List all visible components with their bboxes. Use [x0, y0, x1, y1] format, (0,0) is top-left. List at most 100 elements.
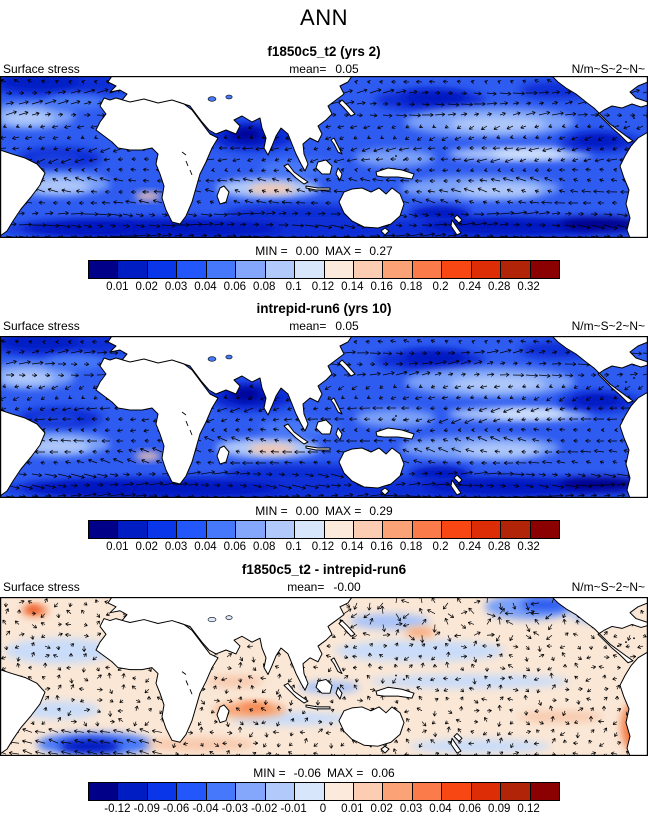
- colorbar-cell: [324, 521, 354, 538]
- max-label: MAX =: [326, 766, 364, 780]
- colorbar-cell: [118, 261, 148, 278]
- colorbar-tick-label: -0.03: [221, 803, 248, 815]
- colorbar-tick-label: 0.02: [135, 281, 158, 293]
- mean-value: -0.00: [333, 580, 361, 594]
- panel-title-case1: f1850c5_t2 (yrs 2): [267, 44, 381, 59]
- colorbar-cell: [295, 261, 325, 278]
- mean-readout: mean= 0.05: [289, 62, 358, 76]
- panel-case2: intrepid-run6 (yrs 10) Surface stress me…: [0, 301, 648, 554]
- colorbar-cell: [236, 783, 266, 800]
- colorbar-cell: [442, 783, 472, 800]
- colorbar-cell: [530, 261, 559, 278]
- colorbar-tick-label: 0.03: [164, 541, 188, 553]
- panel-info-row: Surface stress mean= 0.05 N/m~S~2~N~: [0, 319, 648, 333]
- colorbar-tick-label: 0.01: [106, 281, 129, 293]
- colorbar-cell: [383, 521, 413, 538]
- colorbar-cell: [471, 521, 502, 538]
- colorbar-cell: [501, 261, 531, 278]
- colorbar-tick-label: 0.32: [517, 541, 540, 553]
- max-value: 0.06: [371, 766, 395, 780]
- colorbar-tick-label: 0.02: [135, 541, 158, 553]
- min-value: -0.06: [293, 766, 321, 780]
- min-label: MIN =: [253, 766, 286, 780]
- min-label: MIN =: [255, 244, 288, 258]
- colorbar-cell: [412, 261, 443, 278]
- panel-info-row: Surface stress mean= 0.05 N/m~S~2~N~: [0, 62, 648, 76]
- colorbar-cell: [206, 521, 237, 538]
- colorbar-tick-label: 0.04: [429, 803, 452, 815]
- colorbar-tick-label: 0.03: [399, 803, 423, 815]
- colorbar-tick-label: 0.16: [370, 541, 393, 553]
- colorbar-tick-label: -0.02: [251, 803, 278, 815]
- colorbar-cell: [324, 261, 354, 278]
- colorbar-tick-label: 0.08: [253, 281, 276, 293]
- colorbar-cell: [412, 521, 443, 538]
- colorbar-cell: [353, 261, 384, 278]
- colorbar-cell: [501, 521, 531, 538]
- colorbar-cell: [265, 521, 296, 538]
- max-label: MAX =: [324, 244, 362, 258]
- variable-label: Surface stress: [3, 319, 80, 333]
- mean-readout: mean= -0.00: [287, 580, 360, 594]
- colorbar: [88, 520, 560, 539]
- panel-info-row: Surface stress mean= -0.00 N/m~S~2~N~: [0, 580, 648, 594]
- colorbar-tick-label: 0.18: [399, 281, 423, 293]
- units-label: N/m~S~2~N~: [571, 62, 645, 76]
- panel-case1: f1850c5_t2 (yrs 2) Surface stress mean= 0…: [0, 44, 648, 294]
- colorbar-cell: [177, 521, 207, 538]
- colorbar-tick-label: 0.28: [488, 541, 511, 553]
- colorbar-cell: [265, 261, 296, 278]
- mean-value: 0.05: [335, 319, 359, 333]
- colorbar-tick-label: 0.1: [285, 541, 302, 553]
- colorbar-cell: [295, 521, 325, 538]
- mean-readout: mean= 0.05: [289, 319, 358, 333]
- colorbar-tick-label: -0.12: [104, 803, 131, 815]
- colorbar-tick-label: 0.2: [432, 541, 449, 553]
- panel-title-difference: f1850c5_t2 - intrepid-run6: [241, 562, 407, 577]
- page-title: ANN: [300, 5, 348, 30]
- colorbar-wrap: 0.01 0.02 0.03 0.04 0.06 0.08 0.1 0.12 0.14 0.16 0…: [88, 260, 560, 294]
- colorbar-cell: [471, 261, 502, 278]
- colorbar-cell: [442, 521, 472, 538]
- mean-label: mean=: [287, 580, 325, 594]
- max-value: 0.29: [369, 504, 393, 518]
- colorbar-tick-label: 0.06: [223, 281, 247, 293]
- variable-label: Surface stress: [3, 580, 80, 594]
- min-label: MIN =: [255, 504, 288, 518]
- colorbar-tick-label: 0.12: [517, 803, 540, 815]
- colorbar-cell: [265, 783, 296, 800]
- colorbar-tick-label: 0.16: [370, 281, 393, 293]
- colorbar-cell: [530, 521, 559, 538]
- colorbar-tick-label: 0.04: [194, 281, 217, 293]
- colorbar-tick-label: 0.01: [341, 803, 364, 815]
- minmax-row: MIN = 0.00 MAX = 0.29: [0, 504, 648, 518]
- colorbar-tick-label: 0.12: [311, 541, 335, 553]
- colorbar-tick-label: 0.03: [164, 281, 188, 293]
- colorbar-tick-label: -0.04: [192, 803, 219, 815]
- colorbar-cell: [412, 783, 443, 800]
- colorbar-tick-label: 0.24: [458, 541, 482, 553]
- colorbar-tick-label: 0.04: [194, 541, 217, 553]
- colorbar-cell: [383, 783, 413, 800]
- colorbar: [88, 260, 560, 279]
- colorbar-tick-label: 0.01: [106, 541, 129, 553]
- colorbar-cell: [295, 783, 325, 800]
- colorbar-cell: [118, 783, 148, 800]
- colorbar-cell: [383, 261, 413, 278]
- colorbar-tick-label: 0.02: [370, 803, 393, 815]
- colorbar-tick-label: 0.06: [223, 541, 247, 553]
- colorbar-cell: [353, 783, 384, 800]
- colorbar-tick-label: 0.32: [517, 281, 540, 293]
- panel-title-case2: intrepid-run6 (yrs 10): [256, 301, 392, 316]
- min-value: 0.00: [295, 244, 319, 258]
- surface-stress-map-case1: [0, 76, 648, 238]
- colorbar-tick-label: 0.08: [253, 541, 276, 553]
- units-label: N/m~S~2~N~: [571, 319, 645, 333]
- colorbar-cell: [471, 783, 502, 800]
- colorbar-ticks: 0.01 0.02 0.03 0.04 0.06 0.08 0.1 0.12 0.14 0.16 0…: [88, 540, 560, 554]
- colorbar-cell: [324, 783, 354, 800]
- colorbar-tick-label: -0.06: [163, 803, 190, 815]
- colorbar-tick-label: 0.14: [341, 541, 364, 553]
- colorbar-cell: [118, 521, 148, 538]
- units-label: N/m~S~2~N~: [571, 580, 645, 594]
